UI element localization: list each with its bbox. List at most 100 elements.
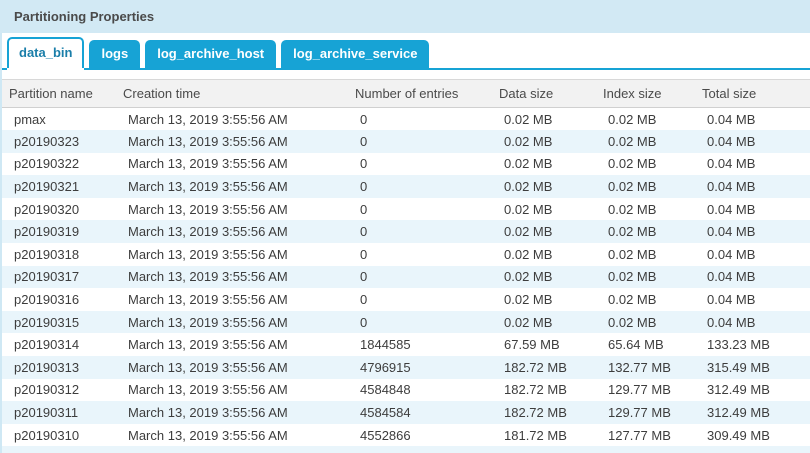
- cell-index-size: 129.77 MB: [608, 382, 671, 398]
- cell-partition-name: p20190321: [14, 179, 80, 195]
- cell-partition-name: p20190316: [14, 292, 80, 308]
- table-row[interactable]: p20190314 March 13, 2019 3:55:56 AM 184458…: [2, 333, 810, 357]
- cell-creation-time: March 13, 2019 3:55:56 AM: [128, 382, 288, 398]
- table-row[interactable]: p20190316 March 13, 2019 3:55:56 AM 0 0.02 …: [2, 288, 810, 311]
- cell-total-size: 0.04 MB: [707, 269, 756, 285]
- cell-data-size: 0.02 MB: [504, 224, 553, 240]
- cell-creation-time: March 13, 2019 3:55:56 AM: [128, 314, 288, 330]
- cell-total-size: 0.04 MB: [707, 246, 756, 262]
- cell-number-of-entries: 0: [360, 133, 368, 149]
- cell-data-size: 0.02 MB: [504, 179, 553, 195]
- cell-number-of-entries: 4584848: [360, 382, 411, 398]
- cell-number-of-entries: 1844585: [360, 337, 411, 353]
- header-row: Partition name Creation time Number of ent…: [2, 79, 810, 108]
- cell-total-size: 309.49 MB: [707, 427, 770, 443]
- cell-number-of-entries: 0: [360, 156, 368, 172]
- cell-creation-time: March 13, 2019 3:55:56 AM: [128, 201, 288, 217]
- column-header-total-size: Total size: [695, 79, 810, 108]
- cell-data-size: 0.02 MB: [504, 156, 553, 172]
- cell-number-of-entries: 0: [360, 201, 368, 217]
- cell-partition-name: p20190320: [14, 201, 80, 217]
- cell-creation-time: March 13, 2019 3:55:56 AM: [128, 156, 288, 172]
- cell-total-size: 0.04 MB: [707, 224, 756, 240]
- table-row[interactable]: p20190310 March 13, 2019 3:55:56 AM 455286…: [2, 423, 810, 447]
- cell-data-size: 0.02 MB: [504, 292, 553, 308]
- cell-number-of-entries: 0: [360, 314, 368, 330]
- cell-index-size: 0.02 MB: [608, 133, 657, 149]
- table-row[interactable]: p20190318 March 13, 2019 3:55:56 AM 0 0.02 …: [2, 243, 810, 266]
- cell-partition-name: p20190313: [14, 359, 80, 375]
- table-row[interactable]: p20190315 March 13, 2019 3:55:56 AM 0 0.02 …: [2, 310, 810, 334]
- partitions-table: Partition name Creation time Number of ent…: [2, 79, 810, 453]
- cell-number-of-entries: 4796915: [360, 359, 411, 375]
- panel-title: Partitioning Properties: [0, 0, 810, 33]
- cell-index-size: 132.77 MB: [608, 359, 671, 375]
- cell-total-size: 0.04 MB: [707, 111, 756, 127]
- cell-index-size: 0.02 MB: [608, 224, 657, 240]
- table-row[interactable]: p20190313 March 13, 2019 3:55:56 AM 479691…: [2, 356, 810, 379]
- tab-log_archive_host[interactable]: log_archive_host: [145, 40, 277, 68]
- cell-index-size: 0.02 MB: [608, 292, 657, 308]
- cell-total-size: 0.04 MB: [707, 201, 756, 217]
- cell-partition-name: p20190315: [14, 314, 80, 330]
- tab-bar: data_bin logs log_archive_host log_archive_…: [2, 33, 810, 70]
- cell-data-size: 182.72 MB: [504, 405, 567, 421]
- table-row[interactable]: p20190311 March 13, 2019 3:55:56 AM 458458…: [2, 401, 810, 424]
- table-row[interactable]: pmax March 13, 2019 3:55:56 AM 0 0.02 MB 0.0…: [2, 107, 810, 131]
- table-row[interactable]: p20190322 March 13, 2019 3:55:56 AM 0 0.02 …: [2, 152, 810, 176]
- cell-total-size: 0.04 MB: [707, 314, 756, 330]
- cell-data-size: 67.59 MB: [504, 337, 560, 353]
- cell-partition-name: pmax: [14, 111, 46, 127]
- cell-number-of-entries: 0: [360, 179, 368, 195]
- cell-data-size: 0.02 MB: [504, 246, 553, 262]
- cell-index-size: 0.02 MB: [608, 156, 657, 172]
- cell-data-size: 182.72 MB: [504, 382, 567, 398]
- cell-index-size: 0.02 MB: [608, 179, 657, 195]
- cell-creation-time: March 13, 2019 3:55:56 AM: [128, 133, 288, 149]
- cell-total-size: 312.49 MB: [707, 382, 770, 398]
- table-row[interactable]: p20190321 March 13, 2019 3:55:56 AM 0 0.02 …: [2, 175, 810, 198]
- cell-data-size: 0.02 MB: [504, 111, 553, 127]
- cell-number-of-entries: 4584584: [360, 405, 411, 421]
- table-row-partial: [2, 446, 810, 453]
- cell-index-size: 0.02 MB: [608, 269, 657, 285]
- cell-creation-time: March 13, 2019 3:55:56 AM: [128, 246, 288, 262]
- cell-data-size: 182.72 MB: [504, 359, 567, 375]
- table-row[interactable]: p20190317 March 13, 2019 3:55:56 AM 0 0.02 …: [2, 265, 810, 289]
- table-row[interactable]: p20190323 March 13, 2019 3:55:56 AM 0 0.02 …: [2, 130, 810, 153]
- cell-partition-name: p20190322: [14, 156, 80, 172]
- cell-partition-name: p20190318: [14, 246, 80, 262]
- cell-index-size: 0.02 MB: [608, 111, 657, 127]
- column-header-creation-time: Creation time: [116, 79, 348, 108]
- cell-number-of-entries: 0: [360, 292, 368, 308]
- cell-total-size: 133.23 MB: [707, 337, 770, 353]
- table-row[interactable]: p20190312 March 13, 2019 3:55:56 AM 458484…: [2, 378, 810, 402]
- tab-log_archive_service[interactable]: log_archive_service: [281, 40, 430, 68]
- cell-number-of-entries: 0: [360, 111, 368, 127]
- cell-creation-time: March 13, 2019 3:55:56 AM: [128, 179, 288, 195]
- cell-index-size: 0.02 MB: [608, 246, 657, 262]
- cell-creation-time: March 13, 2019 3:55:56 AM: [128, 405, 288, 421]
- table-row[interactable]: p20190319 March 13, 2019 3:55:56 AM 0 0.02 …: [2, 220, 810, 244]
- cell-partition-name: p20190314: [14, 337, 80, 353]
- cell-creation-time: March 13, 2019 3:55:56 AM: [128, 359, 288, 375]
- table-row[interactable]: p20190320 March 13, 2019 3:55:56 AM 0 0.02 …: [2, 197, 810, 221]
- cell-partition-name: p20190319: [14, 224, 80, 240]
- cell-index-size: 0.02 MB: [608, 314, 657, 330]
- cell-total-size: 0.04 MB: [707, 179, 756, 195]
- tab-logs[interactable]: logs: [89, 40, 141, 68]
- cell-creation-time: March 13, 2019 3:55:56 AM: [128, 111, 288, 127]
- cell-creation-time: March 13, 2019 3:55:56 AM: [128, 292, 288, 308]
- cell-partition-name: p20190317: [14, 269, 80, 285]
- panel-body: data_bin logs log_archive_host log_archive_…: [0, 33, 810, 453]
- cell-partition-name: p20190310: [14, 427, 80, 443]
- cell-number-of-entries: 4552866: [360, 427, 411, 443]
- cell-total-size: 315.49 MB: [707, 359, 770, 375]
- column-header-data-size: Data size: [492, 79, 596, 108]
- cell-data-size: 0.02 MB: [504, 314, 553, 330]
- tab-data_bin[interactable]: data_bin: [7, 37, 85, 68]
- cell-total-size: 0.04 MB: [707, 156, 756, 172]
- cell-index-size: 0.02 MB: [608, 201, 657, 217]
- cell-index-size: 127.77 MB: [608, 427, 671, 443]
- cell-number-of-entries: 0: [360, 224, 368, 240]
